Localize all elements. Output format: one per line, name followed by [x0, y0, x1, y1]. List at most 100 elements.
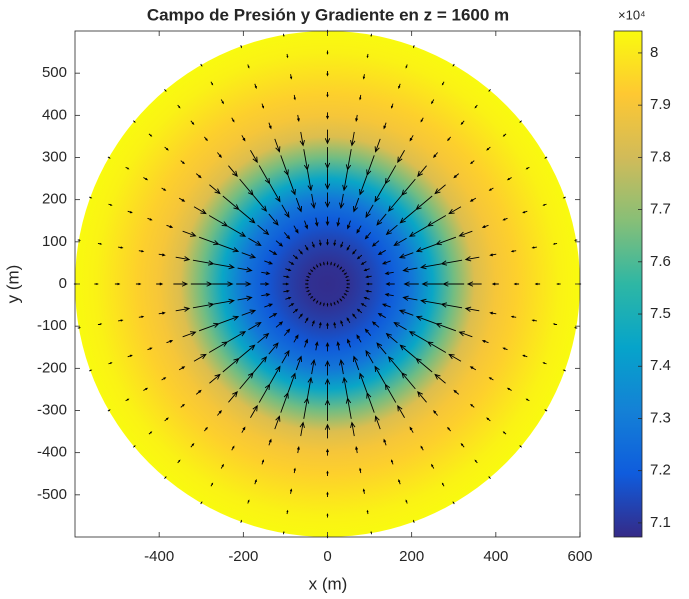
gradient-arrow [434, 184, 446, 195]
gradient-arrow [296, 114, 300, 122]
gradient-arrow [506, 387, 512, 391]
gradient-arrow [325, 216, 330, 226]
gradient-arrow [295, 197, 303, 213]
gradient-arrow [458, 331, 473, 338]
gradient-arrow [352, 355, 360, 371]
gradient-arrow [385, 332, 398, 344]
gradient-arrow [326, 448, 329, 456]
gradient-arrow [452, 501, 455, 505]
gradient-arrow [286, 53, 289, 59]
gradient-arrow [420, 263, 442, 270]
gradient-arrow [376, 213, 387, 226]
gradient-arrow [175, 256, 191, 262]
gradient-arrow [381, 260, 391, 265]
gradient-arrow [177, 104, 181, 109]
gradient-arrow [254, 479, 257, 485]
gradient-arrow [125, 398, 130, 402]
gradient-arrow [135, 282, 142, 286]
gradient-arrow [398, 83, 401, 89]
gradient-arrow [94, 282, 99, 286]
gradient-arrow [542, 203, 547, 206]
gradient-arrow [401, 178, 416, 196]
gradient-arrow [399, 209, 417, 224]
gradient-arrow [264, 303, 274, 308]
gradient-arrow [200, 501, 203, 505]
gradient-arrow [448, 206, 462, 215]
gradient-arrow [250, 404, 258, 418]
gradient-arrow [346, 220, 351, 230]
gradient-arrow [383, 438, 387, 446]
y-tick-label: 500 [42, 64, 67, 81]
gradient-arrow [324, 192, 331, 208]
gradient-arrow [288, 303, 295, 307]
gradient-arrow [366, 53, 369, 59]
gradient-arrow [374, 138, 381, 153]
gradient-arrow [304, 338, 309, 348]
gradient-arrow [268, 438, 272, 446]
gradient-arrow [415, 195, 433, 211]
gradient-arrow [336, 300, 340, 304]
gradient-arrow [397, 150, 405, 164]
gradient-arrow [296, 446, 300, 454]
gradient-arrow [342, 376, 348, 398]
gradient-arrow [324, 378, 331, 400]
gradient-arrow [222, 195, 240, 211]
gradient-arrow [542, 362, 547, 365]
gradient-arrow [340, 241, 344, 248]
gradient-arrow [231, 117, 235, 123]
gradient-arrow [488, 377, 494, 381]
gradient-arrow [440, 302, 463, 309]
gradient-arrow [339, 193, 345, 210]
gradient-arrow [228, 165, 238, 178]
gradient-arrow [345, 286, 350, 289]
gradient-arrow [417, 390, 427, 403]
gradient-arrow [182, 331, 197, 338]
gradient-arrow [298, 249, 303, 255]
gradient-arrow [562, 369, 566, 372]
gradient-arrow [359, 372, 368, 393]
gradient-arrow [193, 353, 207, 362]
gradient-arrow [269, 313, 278, 319]
gradient-arrow [344, 290, 349, 293]
gradient-arrow [552, 323, 558, 326]
gradient-arrow [89, 196, 93, 199]
gradient-arrow [556, 282, 561, 286]
gradient-arrow [143, 177, 149, 181]
gradient-arrow [390, 459, 394, 465]
gradient-arrow [333, 321, 337, 329]
gradient-arrow [286, 509, 289, 515]
gradient-arrow [241, 309, 257, 316]
gradient-arrow [415, 357, 433, 373]
gradient-arrow [257, 332, 270, 344]
gradient-arrow [339, 358, 345, 375]
gradient-arrow [377, 313, 386, 319]
gradient-arrow [193, 206, 207, 215]
gradient-arrow [447, 426, 451, 432]
gradient-arrow [248, 237, 262, 246]
gradient-arrow [293, 334, 299, 343]
gradient-arrow [258, 383, 271, 403]
gradient-arrow [241, 135, 246, 142]
gradient-arrow [281, 349, 290, 364]
gradient-arrow [356, 254, 363, 260]
gradient-arrow [261, 459, 265, 465]
gradient-arrow [283, 289, 290, 293]
gradient-arrow [311, 320, 315, 327]
gradient-arrow [220, 99, 224, 105]
gradient-arrow [275, 240, 284, 247]
gradient-arrow [402, 267, 418, 273]
y-tick-label: 300 [42, 148, 67, 165]
gradient-arrow [326, 491, 329, 498]
gradient-arrow [326, 302, 329, 307]
gradient-arrow [510, 249, 517, 253]
gradient-arrow [195, 389, 202, 395]
gradient-arrow [470, 403, 475, 408]
gradient-arrow [257, 224, 270, 236]
gradient-arrow [275, 321, 284, 328]
gradient-arrow [458, 230, 473, 237]
gradient-arrow [412, 519, 415, 523]
gradient-arrow [268, 213, 279, 226]
gradient-arrow [292, 254, 299, 260]
gradient-arrow [403, 281, 419, 287]
gradient-arrow [210, 81, 214, 86]
